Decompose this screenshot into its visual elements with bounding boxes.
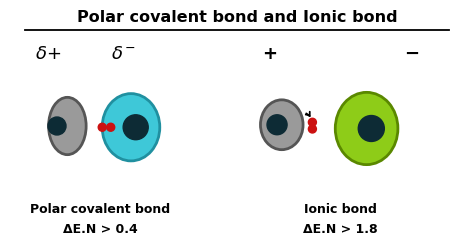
Ellipse shape	[102, 93, 160, 161]
Text: $\delta$$^-$: $\delta$$^-$	[111, 45, 137, 63]
Ellipse shape	[107, 123, 115, 131]
Text: +: +	[263, 45, 277, 63]
Text: Polar covalent bond: Polar covalent bond	[30, 203, 171, 216]
Text: Polar covalent bond and Ionic bond: Polar covalent bond and Ionic bond	[77, 10, 397, 25]
Ellipse shape	[309, 118, 317, 126]
Ellipse shape	[48, 117, 66, 135]
Text: Ionic bond: Ionic bond	[304, 203, 377, 216]
Ellipse shape	[261, 100, 303, 150]
Ellipse shape	[98, 123, 106, 131]
Ellipse shape	[267, 115, 287, 135]
Ellipse shape	[123, 115, 148, 140]
Ellipse shape	[309, 125, 317, 133]
Text: −: −	[404, 45, 419, 63]
Ellipse shape	[358, 115, 384, 141]
Text: ΔE.N > 0.4: ΔE.N > 0.4	[63, 223, 138, 236]
FancyArrowPatch shape	[306, 112, 310, 116]
Text: $\delta$+: $\delta$+	[36, 45, 62, 63]
Text: ΔE.N > 1.8: ΔE.N > 1.8	[303, 223, 378, 236]
Ellipse shape	[335, 92, 398, 165]
Ellipse shape	[48, 97, 86, 155]
